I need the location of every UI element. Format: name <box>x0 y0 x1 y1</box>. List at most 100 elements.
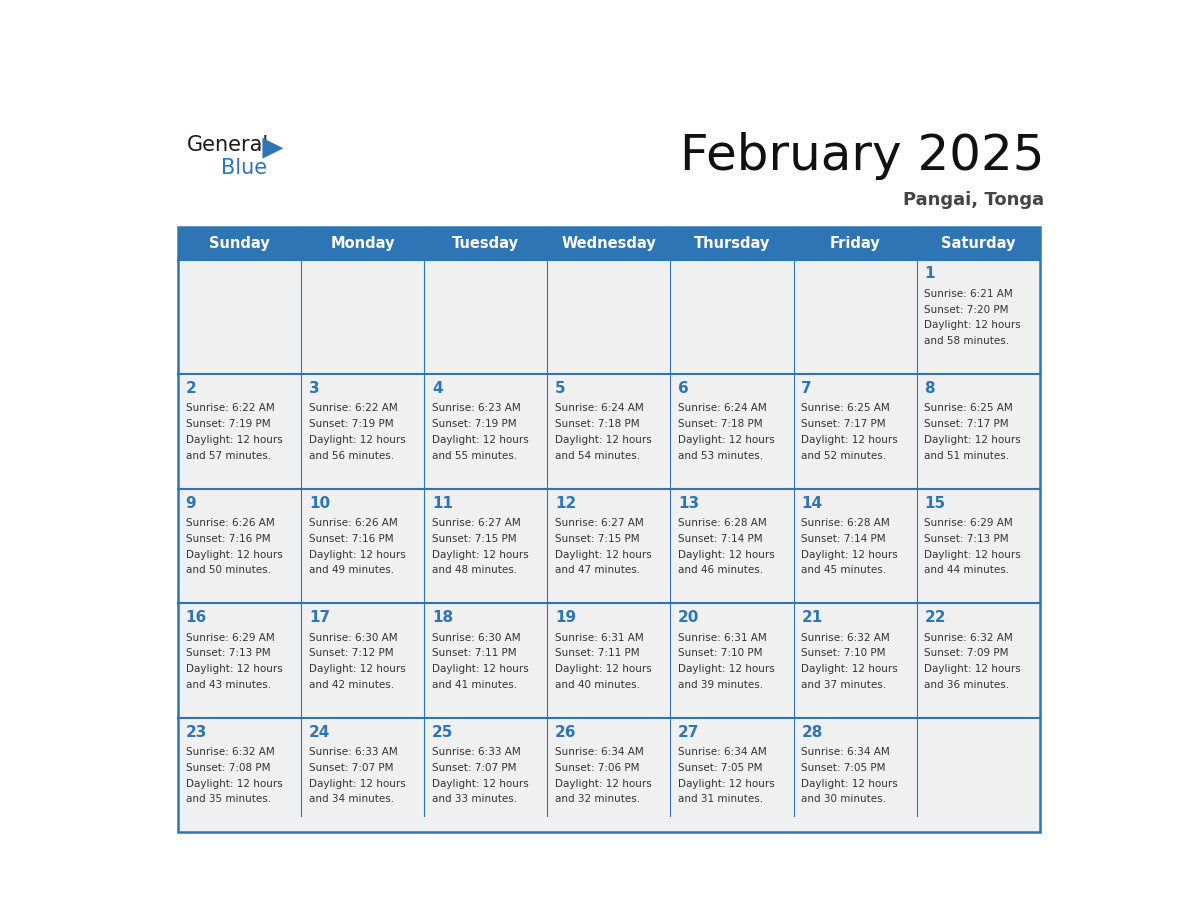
Bar <box>670 260 794 375</box>
Bar <box>424 488 548 603</box>
Text: 19: 19 <box>555 610 576 625</box>
Text: Daylight: 12 hours: Daylight: 12 hours <box>185 550 283 560</box>
Text: Daylight: 12 hours: Daylight: 12 hours <box>309 550 405 560</box>
Bar <box>917 375 1040 488</box>
Text: 22: 22 <box>924 610 946 625</box>
Text: and 34 minutes.: and 34 minutes. <box>309 794 394 804</box>
Text: Sunset: 7:19 PM: Sunset: 7:19 PM <box>185 420 271 429</box>
Text: Sunrise: 6:24 AM: Sunrise: 6:24 AM <box>678 403 767 413</box>
Text: and 54 minutes.: and 54 minutes. <box>555 451 640 461</box>
Text: Sunrise: 6:32 AM: Sunrise: 6:32 AM <box>924 633 1013 643</box>
Text: Sunset: 7:16 PM: Sunset: 7:16 PM <box>309 533 393 543</box>
Bar <box>301 488 424 603</box>
Text: Friday: Friday <box>829 236 880 251</box>
Bar <box>178 603 301 718</box>
Text: Monday: Monday <box>330 236 394 251</box>
Text: Sunset: 7:09 PM: Sunset: 7:09 PM <box>924 648 1009 658</box>
Text: Daylight: 12 hours: Daylight: 12 hours <box>555 550 652 560</box>
Bar <box>917 260 1040 375</box>
Text: Sunset: 7:11 PM: Sunset: 7:11 PM <box>555 648 639 658</box>
Bar <box>548 260 670 375</box>
Text: 28: 28 <box>801 725 822 740</box>
Text: Sunset: 7:12 PM: Sunset: 7:12 PM <box>309 648 393 658</box>
Bar <box>424 603 548 718</box>
Polygon shape <box>263 138 284 159</box>
Bar <box>301 603 424 718</box>
Text: 9: 9 <box>185 496 196 510</box>
Text: 13: 13 <box>678 496 700 510</box>
Text: Sunrise: 6:30 AM: Sunrise: 6:30 AM <box>432 633 520 643</box>
Text: Sunrise: 6:30 AM: Sunrise: 6:30 AM <box>309 633 398 643</box>
Text: Thursday: Thursday <box>694 236 770 251</box>
Text: Sunset: 7:18 PM: Sunset: 7:18 PM <box>555 420 639 429</box>
Text: Saturday: Saturday <box>941 236 1016 251</box>
Text: Daylight: 12 hours: Daylight: 12 hours <box>924 435 1022 445</box>
Text: and 44 minutes.: and 44 minutes. <box>924 565 1010 576</box>
Text: Blue: Blue <box>221 158 267 178</box>
Text: and 50 minutes.: and 50 minutes. <box>185 565 271 576</box>
Text: Sunrise: 6:24 AM: Sunrise: 6:24 AM <box>555 403 644 413</box>
Text: Sunrise: 6:32 AM: Sunrise: 6:32 AM <box>185 747 274 757</box>
Text: and 36 minutes.: and 36 minutes. <box>924 680 1010 690</box>
Text: 23: 23 <box>185 725 207 740</box>
Text: Sunrise: 6:25 AM: Sunrise: 6:25 AM <box>801 403 890 413</box>
Text: Sunday: Sunday <box>209 236 270 251</box>
Bar <box>178 227 1040 260</box>
Text: Sunset: 7:14 PM: Sunset: 7:14 PM <box>801 533 886 543</box>
Text: Daylight: 12 hours: Daylight: 12 hours <box>185 778 283 789</box>
Text: Sunrise: 6:27 AM: Sunrise: 6:27 AM <box>432 518 520 528</box>
Text: Sunset: 7:05 PM: Sunset: 7:05 PM <box>801 763 886 773</box>
Text: 10: 10 <box>309 496 330 510</box>
Text: Sunrise: 6:22 AM: Sunrise: 6:22 AM <box>309 403 398 413</box>
Text: Sunset: 7:11 PM: Sunset: 7:11 PM <box>432 648 517 658</box>
Text: Sunrise: 6:31 AM: Sunrise: 6:31 AM <box>555 633 644 643</box>
Text: Sunset: 7:14 PM: Sunset: 7:14 PM <box>678 533 763 543</box>
Text: Daylight: 12 hours: Daylight: 12 hours <box>555 664 652 674</box>
Bar <box>794 260 917 375</box>
Text: 4: 4 <box>432 381 443 396</box>
Text: and 46 minutes.: and 46 minutes. <box>678 565 763 576</box>
Text: Sunrise: 6:21 AM: Sunrise: 6:21 AM <box>924 289 1013 298</box>
Text: Daylight: 12 hours: Daylight: 12 hours <box>185 435 283 445</box>
Text: and 56 minutes.: and 56 minutes. <box>309 451 394 461</box>
Bar <box>424 375 548 488</box>
Bar <box>670 375 794 488</box>
Text: and 53 minutes.: and 53 minutes. <box>678 451 763 461</box>
Text: and 37 minutes.: and 37 minutes. <box>801 680 886 690</box>
Text: 17: 17 <box>309 610 330 625</box>
Text: Sunset: 7:08 PM: Sunset: 7:08 PM <box>185 763 270 773</box>
Bar <box>670 718 794 833</box>
Text: Sunset: 7:06 PM: Sunset: 7:06 PM <box>555 763 639 773</box>
Text: Sunrise: 6:33 AM: Sunrise: 6:33 AM <box>309 747 398 757</box>
Text: 24: 24 <box>309 725 330 740</box>
Text: Sunrise: 6:25 AM: Sunrise: 6:25 AM <box>924 403 1013 413</box>
Text: Daylight: 12 hours: Daylight: 12 hours <box>678 435 775 445</box>
Text: 11: 11 <box>432 496 453 510</box>
Text: and 32 minutes.: and 32 minutes. <box>555 794 640 804</box>
Text: 15: 15 <box>924 496 946 510</box>
Bar <box>794 718 917 833</box>
Text: and 55 minutes.: and 55 minutes. <box>432 451 517 461</box>
Bar <box>424 260 548 375</box>
Text: and 48 minutes.: and 48 minutes. <box>432 565 517 576</box>
Bar <box>178 718 301 833</box>
Text: Daylight: 12 hours: Daylight: 12 hours <box>309 664 405 674</box>
Bar <box>301 375 424 488</box>
Text: 6: 6 <box>678 381 689 396</box>
Text: 5: 5 <box>555 381 565 396</box>
Text: Sunset: 7:10 PM: Sunset: 7:10 PM <box>801 648 886 658</box>
Text: and 30 minutes.: and 30 minutes. <box>801 794 886 804</box>
Text: 7: 7 <box>801 381 811 396</box>
Text: Sunset: 7:05 PM: Sunset: 7:05 PM <box>678 763 763 773</box>
Text: 3: 3 <box>309 381 320 396</box>
Text: Daylight: 12 hours: Daylight: 12 hours <box>924 550 1022 560</box>
Text: Daylight: 12 hours: Daylight: 12 hours <box>801 778 898 789</box>
Text: Daylight: 12 hours: Daylight: 12 hours <box>185 664 283 674</box>
Bar <box>917 603 1040 718</box>
Text: Daylight: 12 hours: Daylight: 12 hours <box>678 664 775 674</box>
Text: Sunrise: 6:32 AM: Sunrise: 6:32 AM <box>801 633 890 643</box>
Bar <box>917 718 1040 833</box>
Text: Sunset: 7:18 PM: Sunset: 7:18 PM <box>678 420 763 429</box>
Bar <box>301 260 424 375</box>
Text: and 39 minutes.: and 39 minutes. <box>678 680 763 690</box>
